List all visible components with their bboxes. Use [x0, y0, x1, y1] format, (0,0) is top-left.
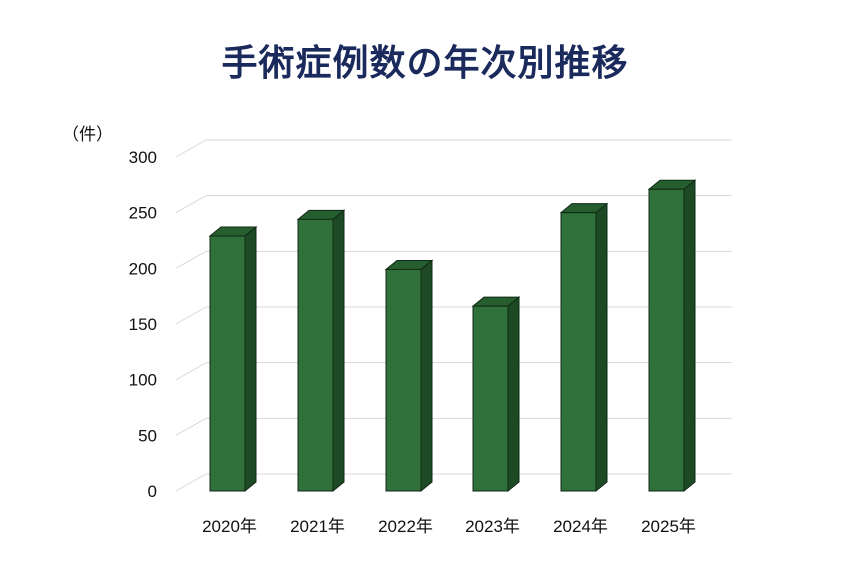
- y-tick-label: 0: [148, 482, 157, 501]
- gridline: [175, 250, 732, 269]
- x-tick-label: 2020年: [202, 517, 257, 536]
- gridline: [175, 362, 732, 381]
- x-tick-label: 2022年: [378, 517, 433, 536]
- y-tick-label: 200: [129, 259, 157, 278]
- y-tick-label: 300: [129, 148, 157, 167]
- y-tick-label: 100: [129, 371, 157, 390]
- bar-2023年: [471, 296, 521, 493]
- x-tick-label: 2024年: [553, 517, 608, 536]
- gridline: [175, 195, 732, 214]
- bar-2025年: [647, 179, 697, 493]
- bar-2024年: [559, 202, 609, 493]
- y-tick-label: 250: [129, 204, 157, 223]
- chart-title: 手術症例数の年次別推移: [221, 43, 629, 84]
- x-tick-label: 2021年: [290, 517, 345, 536]
- y-tick-label: 150: [129, 315, 157, 334]
- gridline: [175, 417, 732, 436]
- bar-2022年: [384, 259, 434, 493]
- gridline: [175, 139, 732, 158]
- x-tick-label: 2023年: [465, 517, 520, 536]
- y-tick-label: 50: [138, 426, 157, 445]
- x-tick-label: 2025年: [641, 517, 696, 536]
- y-axis-unit-label: （件）: [62, 125, 113, 145]
- bar-2021年: [296, 209, 346, 493]
- gridline: [175, 306, 732, 325]
- gridline: [175, 473, 732, 492]
- bar-2020年: [208, 225, 258, 493]
